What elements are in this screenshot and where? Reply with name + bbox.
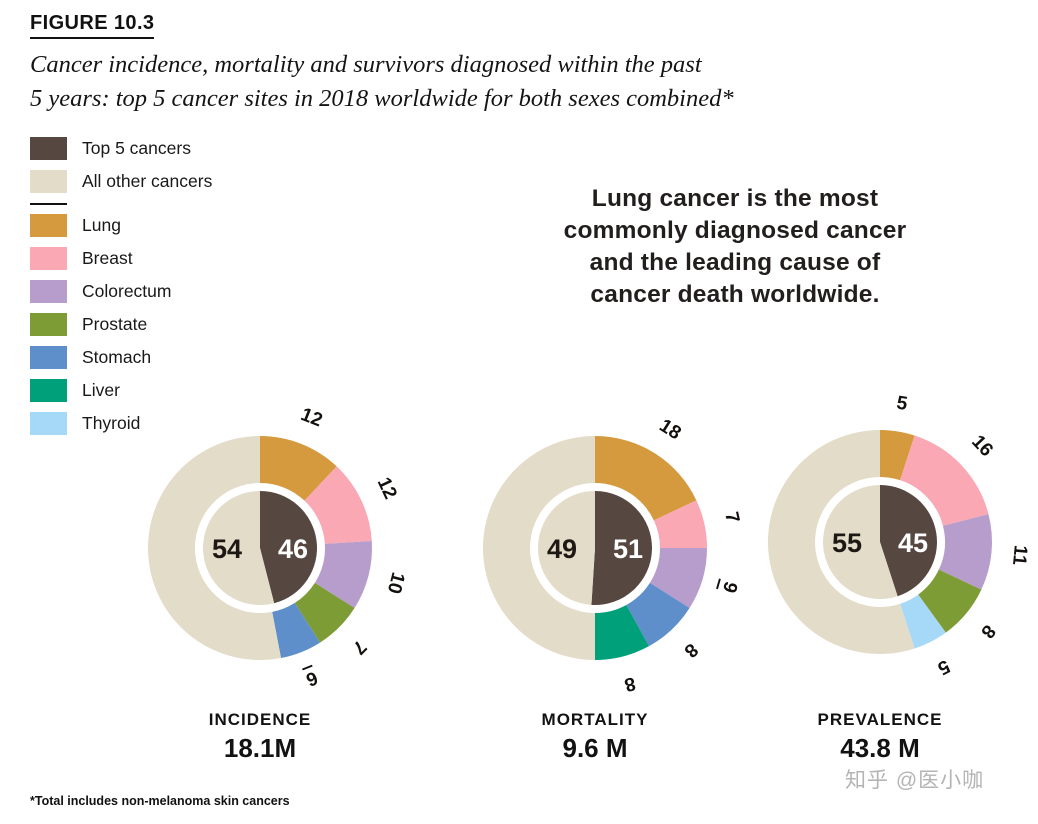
donut-chart-incidence: 12 12 10 7 6 54 46 <box>90 378 430 718</box>
segment-breast <box>900 435 989 526</box>
segment-label-lung: 12 <box>298 404 325 431</box>
watermark: 知乎 @医小咖 <box>845 769 985 792</box>
breast-swatch <box>30 247 67 270</box>
legend-item-lung: Lung <box>30 209 212 242</box>
liver-swatch <box>30 379 67 402</box>
inner-other <box>537 491 595 605</box>
legend-label: Stomach <box>82 347 152 367</box>
colorectum-swatch <box>30 280 67 303</box>
lung-swatch <box>30 214 67 237</box>
inner-top5 <box>591 491 652 605</box>
chart-name: MORTALITY <box>541 710 649 729</box>
segment-label-liver: 8 <box>622 672 637 695</box>
segment-label-thyroid: 5 <box>934 655 953 679</box>
inner-other <box>202 491 275 605</box>
top5-swatch <box>30 137 67 160</box>
legend-label: Prostate <box>82 314 148 334</box>
legend: Top 5 cancers All other cancers Lung Breast… <box>30 132 212 440</box>
segment-lung <box>260 436 337 501</box>
donut-chart-prevalence: 5 16 11 8 5 55 45 <box>710 372 1038 712</box>
segment-thyroid <box>900 594 946 649</box>
inner-other-value: 49 <box>547 534 577 564</box>
legend-label: Thyroid <box>82 413 141 433</box>
legend-label: Breast <box>82 248 133 268</box>
legend-label: All other cancers <box>82 171 213 191</box>
chart-caption-mortality: MORTALITY 9.6 M <box>485 710 705 764</box>
segment-prostate <box>294 582 355 643</box>
segment-colorectum <box>314 540 372 609</box>
segment-other <box>768 430 915 654</box>
chart-caption-incidence: INCIDENCE 18.1M <box>150 710 370 764</box>
segment-label-breast: 16 <box>967 431 997 461</box>
segment-label-stomach: 6 <box>303 666 321 689</box>
segment-colorectum <box>649 548 707 609</box>
inner-top5-value: 45 <box>898 528 928 558</box>
chart-caption-prevalence: PREVALENCE 43.8 M <box>770 710 990 764</box>
legend-label: Colorectum <box>82 281 172 301</box>
segment-label-stomach: 8 <box>680 639 702 662</box>
callout-line3: and the leading cause of <box>589 249 881 276</box>
chart-name: INCIDENCE <box>208 710 312 729</box>
legend-item-other: All other cancers <box>30 165 212 198</box>
other-swatch <box>30 170 67 193</box>
donut-chart-mortality: 18 7 9 8 8 49 51 <box>425 378 765 718</box>
chart-total: 43.8 M <box>840 733 920 763</box>
segment-liver <box>595 604 649 660</box>
segment-label-breast: 7 <box>720 510 743 525</box>
chart-total: 18.1M <box>223 733 297 763</box>
legend-item-stomach: Stomach <box>30 341 212 374</box>
inner-top5-value: 51 <box>613 534 643 564</box>
callout-line4: cancer death worldwide. <box>590 281 880 308</box>
chart-name: PREVALENCE <box>817 710 943 729</box>
legend-item-prostate: Prostate <box>30 308 212 341</box>
inner-top5 <box>260 491 317 604</box>
segment-label-lung: 5 <box>895 393 909 415</box>
figure-title-line1: Cancer incidence, mortality and survivor… <box>30 51 702 78</box>
legend-item-thyroid: Thyroid <box>30 407 212 440</box>
legend-label: Lung <box>82 215 121 235</box>
segment-other <box>148 436 281 660</box>
segment-breast <box>653 500 707 548</box>
segment-stomach <box>272 602 321 659</box>
segment-label-prostate: 8 <box>976 620 999 642</box>
figure-label: FIGURE 10.3 <box>30 12 155 39</box>
segment-other <box>483 436 595 660</box>
legend-item-breast: Breast <box>30 242 212 275</box>
inner-top5-value: 46 <box>278 534 308 564</box>
segment-label-colorectum: 10 <box>383 570 409 596</box>
legend-item-liver: Liver <box>30 374 212 407</box>
figure-title: Cancer incidence, mortality and survivor… <box>30 48 734 116</box>
chart-total: 9.6 M <box>562 733 628 763</box>
legend-label: Liver <box>82 380 120 400</box>
legend-item-colorectum: Colorectum <box>30 275 212 308</box>
segment-stomach <box>626 582 690 647</box>
inner-other-value: 54 <box>212 534 242 564</box>
segment-prostate <box>918 569 982 633</box>
segment-label-colorectum: 11 <box>1008 544 1031 566</box>
segment-label-breast: 12 <box>373 474 401 502</box>
callout-line2: commonly diagnosed cancer <box>563 217 907 244</box>
legend-label: Top 5 cancers <box>82 138 191 158</box>
callout-text: Lung cancer is the most commonly diagnos… <box>515 183 955 311</box>
segment-breast <box>304 466 372 544</box>
segment-lung <box>595 436 697 521</box>
figure-title-line2: 5 years: top 5 cancer sites in 2018 worl… <box>30 85 734 112</box>
segment-label-prostate: 7 <box>348 636 370 658</box>
inner-top5 <box>880 485 937 597</box>
prostate-swatch <box>30 313 67 336</box>
segment-colorectum <box>938 514 992 590</box>
legend-item-top5: Top 5 cancers <box>30 132 212 165</box>
callout-line1: Lung cancer is the most <box>591 185 879 212</box>
thyroid-swatch <box>30 412 67 435</box>
segment-label-lung: 18 <box>655 415 684 444</box>
inner-other-value: 55 <box>832 528 862 558</box>
segment-lung <box>880 430 915 481</box>
inner-other <box>823 485 898 599</box>
legend-divider <box>30 203 67 205</box>
footnote: *Total includes non-melanoma skin cancer… <box>30 794 290 808</box>
stomach-swatch <box>30 346 67 369</box>
